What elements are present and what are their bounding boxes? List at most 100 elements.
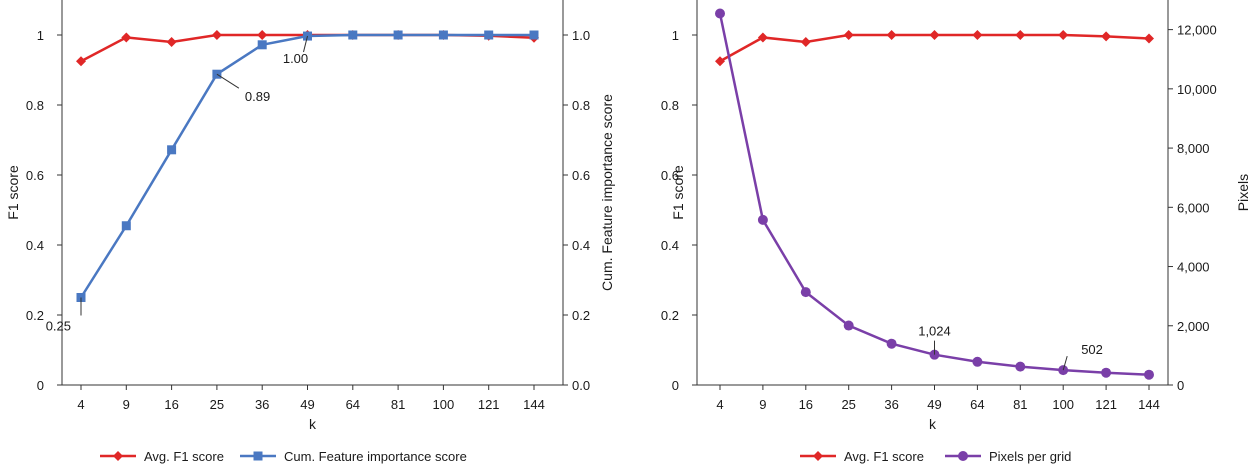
y-tick-label-right: 10,000 xyxy=(1177,82,1217,97)
series-pixels-per-grid-point xyxy=(715,8,725,19)
series-pixels-per-grid-point xyxy=(972,356,983,367)
x-tick-label: 64 xyxy=(346,397,360,412)
legend-pixels-per-grid-marker xyxy=(958,451,968,461)
x-tick-label: 4 xyxy=(716,397,723,412)
x-tick-label: 100 xyxy=(1052,397,1074,412)
series-pixels-per-grid-point xyxy=(1101,367,1112,378)
x-tick-label: 25 xyxy=(841,397,855,412)
series-avg-f1-score-point xyxy=(972,30,983,40)
legend-avg-f1-score-label: Avg. F1 score xyxy=(144,449,224,464)
y-tick-label-left: 0.6 xyxy=(661,168,679,183)
series-avg-f1-score-point xyxy=(1144,33,1154,44)
series-avg-f1-score-point xyxy=(166,37,177,47)
x-tick-label: 9 xyxy=(123,397,130,412)
y-tick-label-right: 2,000 xyxy=(1177,319,1210,334)
series-pixels-per-grid-point xyxy=(1015,361,1026,372)
series-pixels-per-grid-point xyxy=(886,338,897,349)
y-tick-label-left: 0 xyxy=(672,378,679,393)
series-pixels-per-grid-point xyxy=(843,320,854,331)
x-tick-label: 9 xyxy=(759,397,766,412)
series-avg-f1-score-point xyxy=(257,30,268,40)
legend-avg-f1-score-marker xyxy=(813,451,823,461)
y-tick-label-right: 0.2 xyxy=(572,308,590,323)
legend-avg-f1-score-label: Avg. F1 score xyxy=(844,449,924,464)
y-tick-label-right: 12,000 xyxy=(1177,23,1217,38)
series-avg-f1-score-point xyxy=(76,56,86,67)
series-avg-f1-score-point xyxy=(121,32,132,43)
legend-avg-f1-score-marker xyxy=(113,451,123,461)
annotation-label: 1.00 xyxy=(283,51,308,66)
series-avg-f1-score-point xyxy=(715,56,725,67)
x-axis-title: k xyxy=(929,416,937,432)
series-avg-f1-score-point xyxy=(757,32,768,43)
annotation-label: 502 xyxy=(1081,342,1103,357)
x-tick-label: 121 xyxy=(478,397,500,412)
annotation-leader xyxy=(303,35,308,53)
x-tick-label: 16 xyxy=(164,397,178,412)
y-tick-label-left: 1 xyxy=(37,28,44,43)
legend-cum-feature-importance-score-label: Cum. Feature importance score xyxy=(284,449,467,464)
y-tick-label-right: 0.4 xyxy=(572,238,590,253)
series-cum-feature-importance-score-point xyxy=(121,221,131,231)
series-cum-feature-importance-score-line xyxy=(79,33,534,299)
x-tick-label: 36 xyxy=(884,397,898,412)
x-tick-label: 49 xyxy=(300,397,314,412)
series-pixels-per-grid-point xyxy=(757,214,768,225)
series-avg-f1-score-point xyxy=(843,30,854,40)
annotation-label: 0.89 xyxy=(245,89,270,104)
y-tick-label-left: 0.8 xyxy=(661,98,679,113)
chart-pixels-per-grid: 0 0.2 0.4 0.6 0.8 1 0 2,000 4,000 6,000 8,000 10,00… xyxy=(661,0,1251,464)
series-cum-feature-importance-score-point xyxy=(393,30,403,40)
y-axis-title-left: F1 score xyxy=(670,165,686,220)
y-tick-label-right: 8,000 xyxy=(1177,141,1210,156)
y-tick-label-left: 0.4 xyxy=(26,238,44,253)
y-tick-label-right: 0.8 xyxy=(572,98,590,113)
y-tick-label-right: 6,000 xyxy=(1177,200,1210,215)
y-axis-title-left: F1 score xyxy=(5,165,21,220)
series-avg-f1-score-point xyxy=(886,30,897,40)
y-tick-label-left: 0.8 xyxy=(26,98,44,113)
x-tick-label: 36 xyxy=(255,397,269,412)
series-cum-feature-importance-score-point xyxy=(484,30,494,40)
y-tick-label-left: 1 xyxy=(672,28,679,43)
y-tick-label-right: 0.6 xyxy=(572,168,590,183)
annotation-label: 0.25 xyxy=(46,319,71,334)
y-axis-title-right: Cum. Feature importance score xyxy=(599,94,615,291)
series-avg-f1-score-point xyxy=(929,30,940,40)
chart-feature-importance: 00.20.40.60.810.00.20.40.60.81.04 9 16 25 36… xyxy=(5,0,615,464)
series-cum-feature-importance-score-point xyxy=(529,30,539,40)
y-tick-label-left: 0 xyxy=(37,378,44,393)
x-tick-label: 144 xyxy=(1138,397,1160,412)
legend-pixels-per-grid-label: Pixels per grid xyxy=(989,449,1071,464)
annotation-label: 1,024 xyxy=(918,324,951,339)
y-tick-label-right: 4,000 xyxy=(1177,260,1210,275)
x-tick-label: 81 xyxy=(391,397,405,412)
x-tick-label: 144 xyxy=(523,397,545,412)
y-tick-label-right: 0 xyxy=(1177,378,1184,393)
y-tick-label-right: 1.0 xyxy=(572,28,590,43)
x-tick-label: 16 xyxy=(799,397,813,412)
y-tick-label-left: 0.4 xyxy=(661,238,679,253)
series-avg-f1-score-point xyxy=(800,37,811,47)
series-avg-f1-score-point xyxy=(1101,31,1112,42)
x-tick-label: 100 xyxy=(433,397,455,412)
series-cum-feature-importance-score-point xyxy=(348,30,358,40)
y-tick-label-left: 0.2 xyxy=(661,308,679,323)
x-tick-label: 4 xyxy=(77,397,84,412)
annotation-leader xyxy=(1062,355,1068,371)
x-tick-label: 121 xyxy=(1095,397,1117,412)
series-cum-feature-importance-score-point xyxy=(257,40,267,50)
series-pixels-per-grid-line xyxy=(718,13,1150,376)
y-tick-label-left: 0.6 xyxy=(26,168,44,183)
series-avg-f1-score-point xyxy=(211,30,222,40)
x-tick-label: 49 xyxy=(927,397,941,412)
series-pixels-per-grid-point xyxy=(1144,369,1154,380)
legend-cum-feature-importance-score-marker xyxy=(253,451,263,461)
x-tick-label: 81 xyxy=(1013,397,1027,412)
series-pixels-per-grid-point xyxy=(800,287,811,298)
y-tick-label-left: 0.2 xyxy=(26,308,44,323)
series-cum-feature-importance-score-point xyxy=(438,30,448,40)
x-tick-label: 25 xyxy=(210,397,224,412)
x-tick-label: 64 xyxy=(970,397,984,412)
